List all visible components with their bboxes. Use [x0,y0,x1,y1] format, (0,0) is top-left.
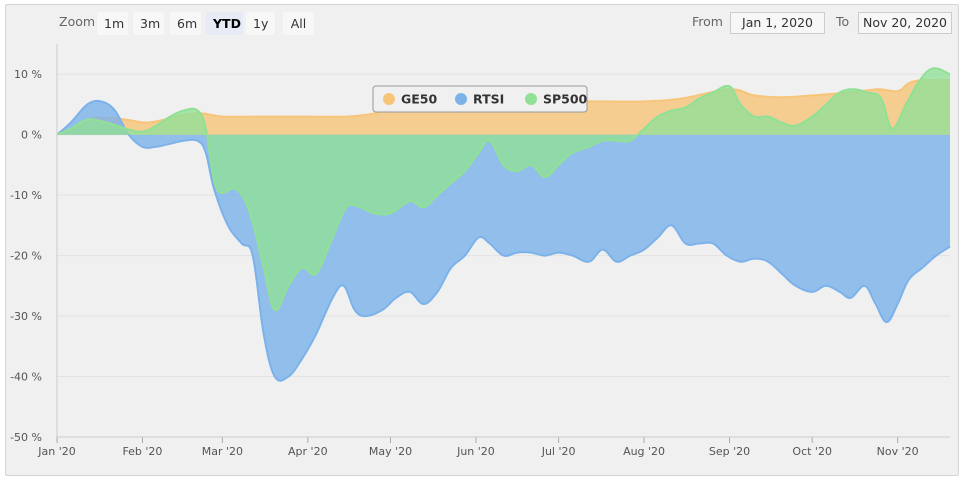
y-tick-label: -10 % [10,189,42,202]
legend-item-ge50[interactable]: GE50 [401,92,437,107]
line-sp500[interactable] [56,67,951,312]
x-tick-label: Oct '20 [792,445,832,458]
zoom-label: Zoom [59,14,96,29]
zoom-button-all[interactable]: All [283,12,314,35]
x-tick-label: Aug '20 [623,445,665,458]
x-tick-label: Jun '20 [456,445,495,458]
y-tick-label: -30 % [10,310,42,323]
y-tick-label: 10 % [14,68,42,81]
x-tick-label: Feb '20 [122,445,162,458]
to-label: To [836,14,850,29]
legend-marker-rtsi [455,93,467,105]
y-tick-label: -20 % [10,250,42,263]
zoom-button-1m[interactable]: 1m [97,12,128,35]
legend-marker-ge50 [383,93,395,105]
legend-item-rtsi[interactable]: RTSI [473,92,504,107]
to-date-input[interactable]: Nov 20, 2020 [858,12,952,34]
y-tick-label: -50 % [10,431,42,444]
legend-item-sp500[interactable]: SP500 [543,92,588,107]
line-rtsi[interactable] [56,99,951,382]
x-tick-label: Sep '20 [709,445,750,458]
x-tick-label: Apr '20 [288,445,328,458]
y-tick-label: 0 % [21,129,42,142]
zoom-button-6m[interactable]: 6m [170,12,201,35]
x-tick-label: Jan '20 [37,445,75,458]
from-date-input[interactable]: Jan 1, 2020 [730,12,825,34]
legend[interactable]: GE50 RTSI SP500 [372,85,588,113]
from-label: From [692,14,723,29]
x-tick-label: Jul '20 [541,445,576,458]
zoom-button-ytd[interactable]: YTD [206,12,243,35]
zoom-button-1y[interactable]: 1y [246,12,275,35]
zoom-button-3m[interactable]: 3m [133,12,164,35]
x-tick-label: Nov '20 [877,445,919,458]
y-tick-label: -40 % [10,371,42,384]
legend-box [372,85,588,113]
legend-marker-sp500 [525,93,537,105]
x-tick-label: May '20 [369,445,412,458]
area-sp500[interactable] [57,68,950,311]
x-tick-label: Mar '20 [202,445,243,458]
